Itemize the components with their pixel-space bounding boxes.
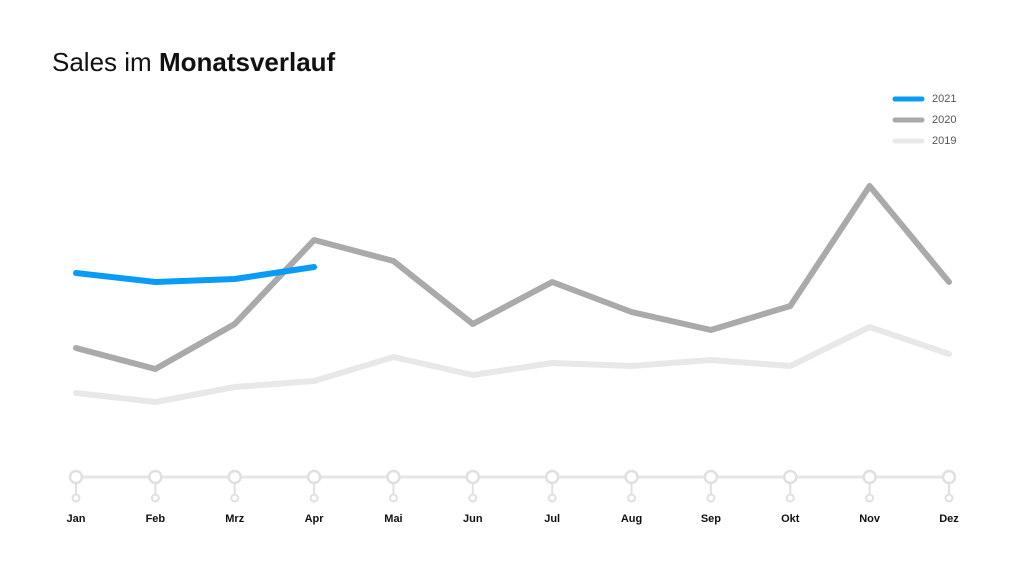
legend-label: 2020: [932, 114, 956, 126]
x-tick-label: Jul: [544, 513, 560, 525]
x-tick-label: Jun: [463, 513, 483, 525]
x-tick-label: Aug: [621, 513, 642, 525]
x-tick-dot-small: [388, 493, 398, 503]
x-tick-dot-small: [71, 493, 81, 503]
x-tick-dot-small: [309, 493, 319, 503]
series-line: [73, 264, 318, 285]
x-tick-dot-small: [468, 493, 478, 503]
x-tick-dot: [783, 469, 798, 485]
x-tick-label: Mai: [384, 513, 402, 525]
x-tick-dot: [68, 469, 84, 485]
x-tick-dot: [386, 469, 401, 485]
x-tick-dot-small: [865, 493, 875, 503]
x-tick-label: Mrz: [225, 513, 244, 525]
x-tick-dot: [862, 469, 877, 485]
x-tick-dot: [941, 469, 957, 485]
legend-label: 2019: [932, 135, 956, 147]
x-tick-dot: [703, 469, 719, 485]
series-line: [73, 324, 952, 405]
x-tick-dot-small: [706, 493, 716, 503]
x-tick-dot-small: [547, 493, 557, 503]
x-tick-dot: [624, 469, 639, 485]
title-bold: Monatsverlauf: [159, 47, 336, 77]
x-tick-dot: [306, 469, 322, 485]
legend-label: 2021: [932, 93, 956, 105]
x-tick-label: Apr: [305, 513, 325, 525]
x-tick-dot: [465, 469, 481, 485]
x-tick-dot: [148, 469, 163, 485]
x-tick-label: Jan: [67, 513, 86, 525]
chart-title: Sales im Monatsverlauf: [52, 47, 336, 77]
title-plain: Sales im: [52, 47, 152, 77]
x-tick-dot-small: [230, 493, 240, 503]
x-tick-label: Sep: [701, 513, 721, 525]
x-tick-label: Dez: [939, 513, 959, 525]
x-tick-dot: [227, 469, 242, 485]
x-tick-label: Okt: [781, 513, 800, 525]
x-tick-dot-small: [944, 493, 954, 503]
x-tick-dot-small: [150, 493, 160, 503]
x-tick-dot: [544, 469, 560, 485]
x-tick-label: Feb: [146, 513, 166, 525]
x-tick-dot-small: [785, 493, 795, 503]
x-tick-label: Nov: [859, 513, 881, 525]
x-tick-dot-small: [627, 493, 637, 503]
series-line: [73, 183, 952, 372]
